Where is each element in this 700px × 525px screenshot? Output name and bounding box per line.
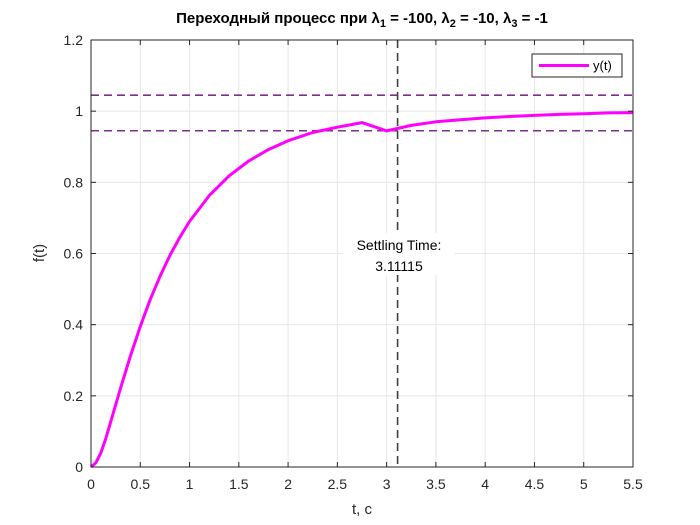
y-tick-label: 0.2 bbox=[64, 388, 84, 404]
chart-title: Переходный процесс при λ1 = -100, λ2 = -… bbox=[176, 10, 548, 30]
x-tick-label: 1 bbox=[186, 476, 194, 492]
x-tick-label: 4.5 bbox=[525, 476, 545, 492]
x-axis-label: t, c bbox=[352, 501, 373, 518]
y-axis: 0 0.2 0.4 0.6 0.8 1 1.2 bbox=[64, 32, 633, 475]
legend-label: y(t) bbox=[593, 58, 612, 73]
x-tick-label: 0.5 bbox=[131, 476, 151, 492]
x-axis: 0 0.5 1 1.5 2 2.5 3 3.5 4 4.5 5 5.5 bbox=[87, 40, 643, 492]
settling-time-value: 3.11115 bbox=[375, 258, 423, 274]
y-tick-label: 0.4 bbox=[64, 317, 84, 333]
x-tick-label: 4 bbox=[481, 476, 489, 492]
x-tick-label: 3.5 bbox=[426, 476, 446, 492]
settling-time-label: Settling Time: bbox=[357, 237, 442, 253]
x-tick-label: 3 bbox=[383, 476, 391, 492]
x-tick-label: 5 bbox=[580, 476, 588, 492]
y-axis-label: f(t) bbox=[31, 244, 48, 262]
x-tick-label: 5.5 bbox=[623, 476, 643, 492]
x-tick-label: 2.5 bbox=[328, 476, 348, 492]
y-tick-label: 1 bbox=[75, 103, 83, 119]
x-tick-label: 2 bbox=[284, 476, 292, 492]
x-tick-label: 0 bbox=[87, 476, 95, 492]
y-tick-label: 0 bbox=[75, 459, 83, 475]
series-line bbox=[90, 111, 634, 469]
series-layer bbox=[90, 111, 634, 469]
annotation-background bbox=[343, 233, 455, 275]
x-tick-label: 1.5 bbox=[229, 476, 249, 492]
y-tick-label: 0.6 bbox=[64, 246, 84, 262]
legend: y(t) bbox=[531, 53, 623, 78]
y-tick-label: 0.8 bbox=[64, 174, 84, 190]
y-tick-label: 1.2 bbox=[64, 32, 84, 48]
